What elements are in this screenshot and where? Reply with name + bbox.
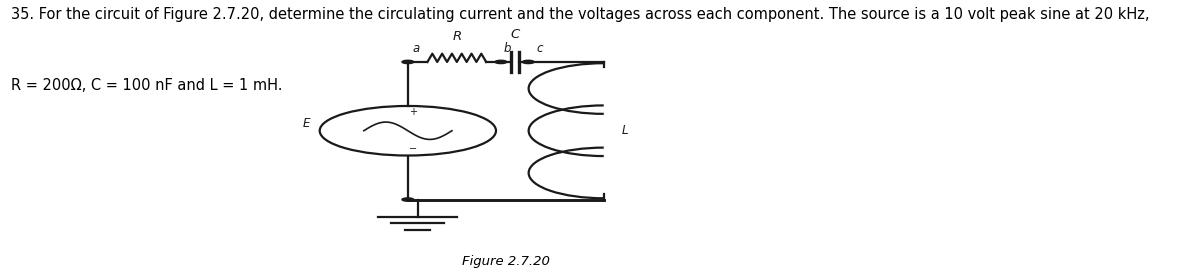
Text: L: L xyxy=(622,124,628,137)
Text: +: + xyxy=(409,107,416,117)
Text: a: a xyxy=(413,42,420,55)
Text: b: b xyxy=(504,42,511,55)
Circle shape xyxy=(522,60,534,64)
Text: R = 200Ω, C = 100 nF and L = 1 mH.: R = 200Ω, C = 100 nF and L = 1 mH. xyxy=(11,78,283,93)
Text: −: − xyxy=(409,144,416,154)
Circle shape xyxy=(496,60,506,64)
Circle shape xyxy=(402,60,414,64)
Text: C: C xyxy=(510,28,520,41)
Text: E: E xyxy=(302,117,310,130)
Text: 35. For the circuit of Figure 2.7.20, determine the circulating current and the : 35. For the circuit of Figure 2.7.20, de… xyxy=(11,7,1150,22)
Text: c: c xyxy=(536,42,542,55)
Text: R: R xyxy=(452,30,462,43)
Text: Figure 2.7.20: Figure 2.7.20 xyxy=(462,255,550,268)
Circle shape xyxy=(402,198,414,201)
